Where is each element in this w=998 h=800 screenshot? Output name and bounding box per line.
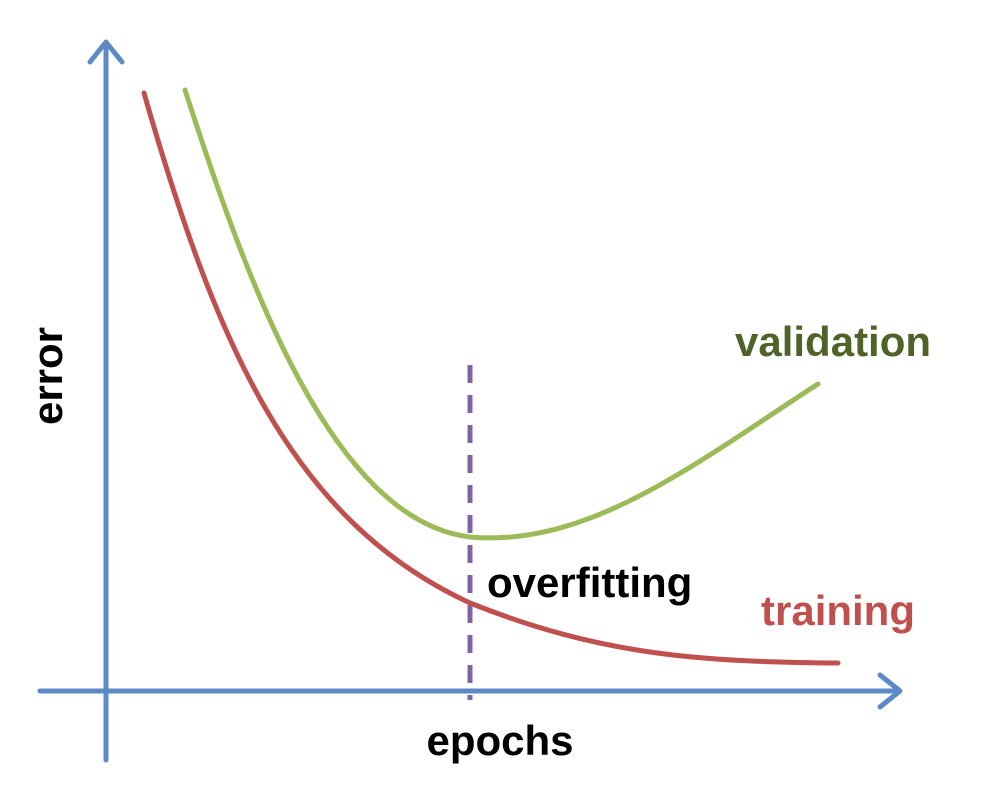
overfitting-label: overfitting: [487, 559, 692, 606]
training-label: training: [761, 587, 915, 634]
y-axis-label: error: [24, 327, 71, 425]
x-axis-label: epochs: [426, 717, 573, 764]
y-axis-arrowhead: [87, 39, 125, 65]
validation-curve: [182, 87, 821, 541]
x-axis-arrowhead: [877, 672, 903, 710]
axes: [37, 39, 903, 763]
validation-label: validation: [735, 318, 931, 365]
training-curve: [141, 90, 841, 666]
